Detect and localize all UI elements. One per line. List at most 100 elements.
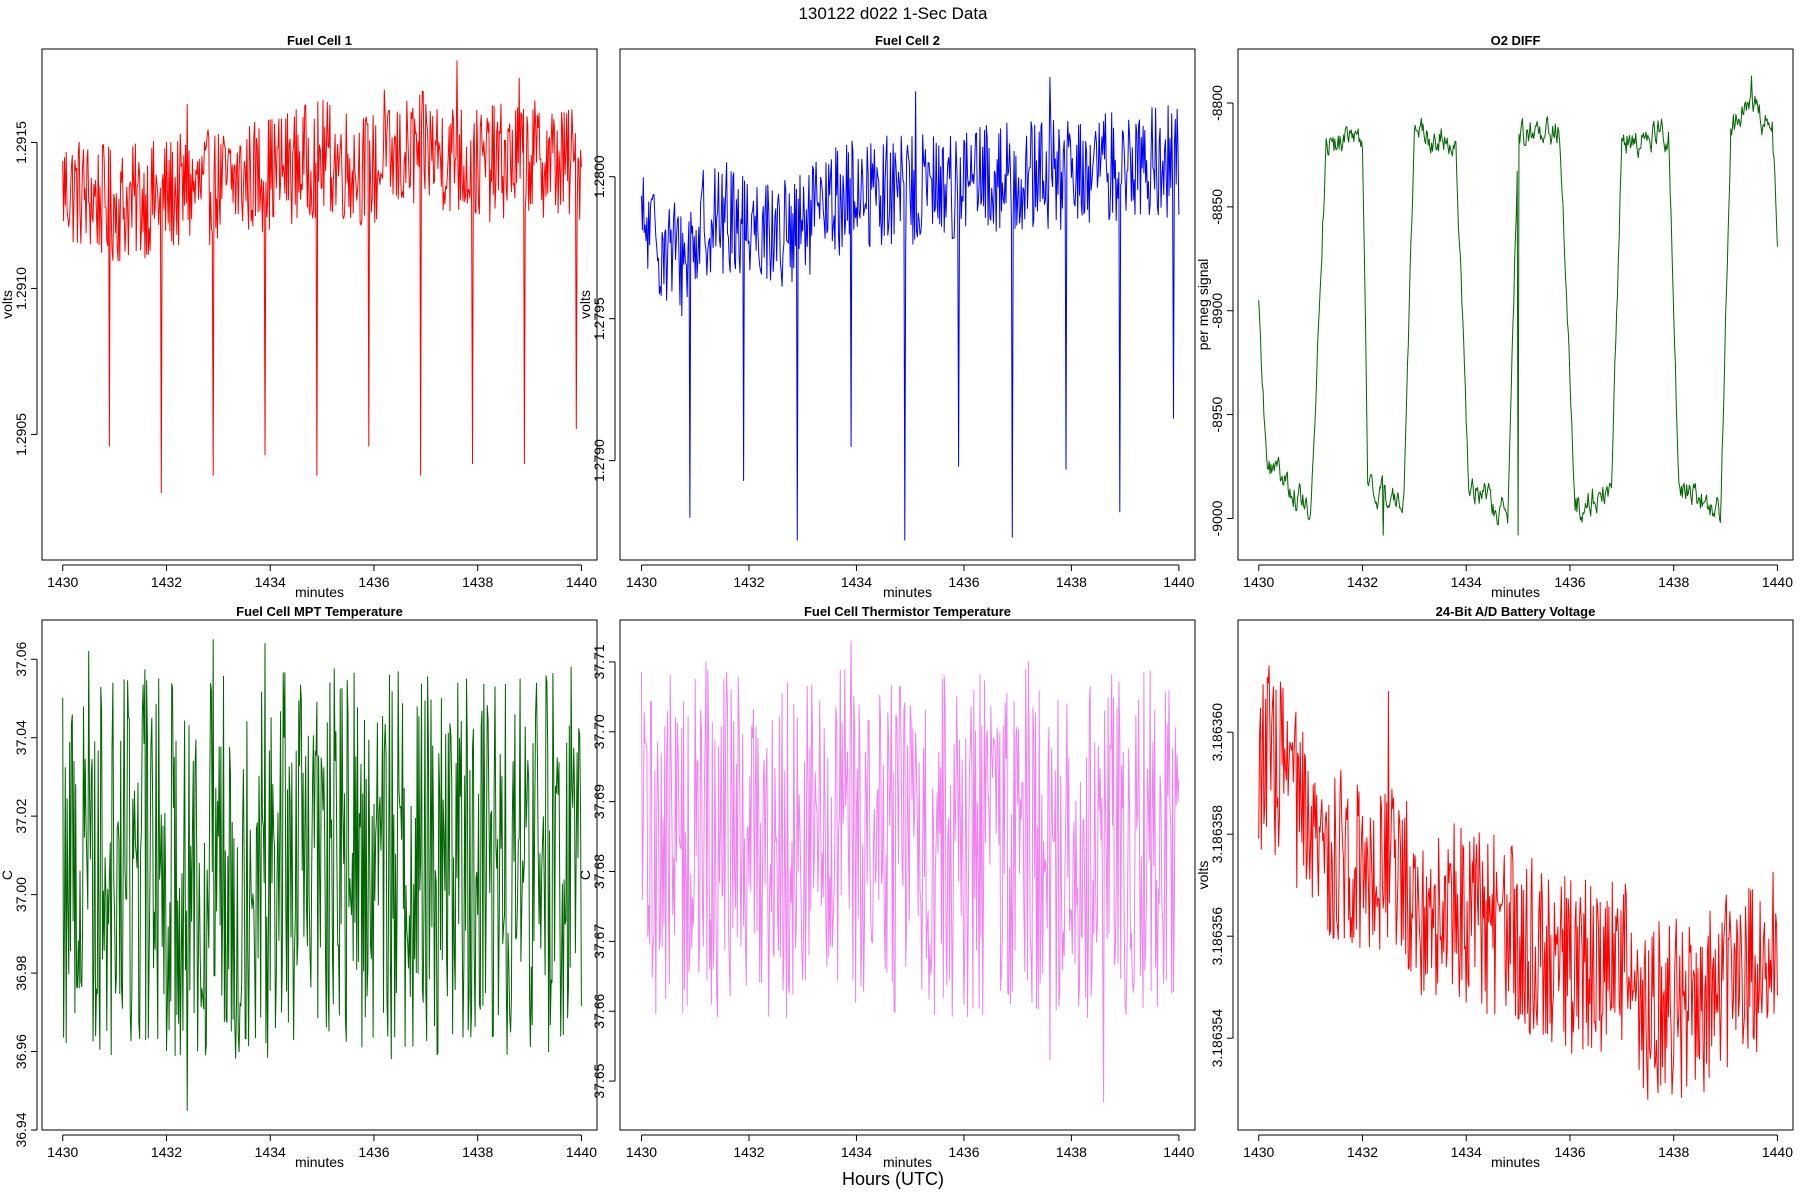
x-tick-label: 1438 — [462, 574, 493, 590]
y-tick-label: 1.2915 — [13, 121, 29, 164]
y-tick-label: 36.96 — [13, 1034, 29, 1069]
y-axis-label: volts — [1195, 861, 1211, 890]
x-axis-label: minutes — [295, 584, 344, 600]
x-tick-label: 1434 — [1451, 574, 1482, 590]
y-tick-label: -8800 — [1209, 85, 1225, 121]
x-tick-label: 1440 — [1762, 1144, 1793, 1160]
x-axis-label: minutes — [883, 584, 932, 600]
x-tick-label: 1438 — [1056, 1144, 1087, 1160]
y-tick-label: -8950 — [1209, 396, 1225, 432]
y-tick-label: -8850 — [1209, 189, 1225, 225]
x-tick-label: 1430 — [1243, 1144, 1274, 1160]
x-tick-label: 1436 — [948, 574, 979, 590]
y-tick-label: 37.71 — [591, 644, 607, 679]
chart-title: Fuel Cell Thermistor Temperature — [804, 604, 1011, 619]
y-axis-label: per meg signal — [1195, 259, 1211, 351]
chart-title: Fuel Cell 2 — [875, 33, 940, 48]
y-tick-label: 36.94 — [13, 1112, 29, 1147]
chart-title: Fuel Cell 1 — [287, 33, 352, 48]
x-tick-label: 1434 — [255, 1144, 286, 1160]
y-tick-label: 3.186358 — [1209, 805, 1225, 864]
y-axis-label: volts — [0, 290, 15, 319]
y-tick-label: 37.67 — [591, 924, 607, 959]
x-tick-label: 1436 — [358, 574, 389, 590]
x-tick-label: 1436 — [1554, 1144, 1585, 1160]
y-axis-label: C — [0, 870, 15, 880]
x-tick-label: 1432 — [733, 1144, 764, 1160]
plot-frame — [41, 48, 598, 561]
x-tick-label: 1430 — [626, 574, 657, 590]
series-line — [62, 639, 582, 1111]
y-axis-label: C — [577, 870, 593, 880]
y-tick-label: 37.02 — [13, 798, 29, 833]
y-tick-label: 1.2790 — [591, 439, 607, 482]
y-tick-label: 1.2910 — [13, 267, 29, 310]
x-tick-label: 1432 — [151, 574, 182, 590]
x-tick-label: 1434 — [1451, 1144, 1482, 1160]
y-tick-label: -8900 — [1209, 293, 1225, 329]
x-tick-label: 1438 — [1056, 574, 1087, 590]
y-tick-label: 3.186360 — [1209, 703, 1225, 762]
y-tick-label: 3.186356 — [1209, 907, 1225, 966]
x-axis-label: minutes — [295, 1154, 344, 1170]
series-line — [62, 60, 582, 494]
x-tick-label: 1440 — [566, 574, 597, 590]
figure-title: 130122 d022 1-Sec Data — [798, 4, 988, 23]
x-tick-label: 1430 — [1243, 574, 1274, 590]
chart-panel-6: 24-Bit A/D Battery Voltage 1430 1432 1434 14… — [1195, 604, 1794, 1170]
y-tick-label: 3.186354 — [1209, 1009, 1225, 1068]
plot-frame — [619, 48, 1196, 561]
x-tick-label: 1440 — [1762, 574, 1793, 590]
x-tick-label: 1436 — [1554, 574, 1585, 590]
x-tick-label: 1430 — [47, 574, 78, 590]
y-tick-label: 36.98 — [13, 955, 29, 990]
series-line — [1258, 665, 1778, 1100]
y-axis-label: volts — [577, 290, 593, 319]
y-tick-label: 37.69 — [591, 784, 607, 819]
x-tick-label: 1438 — [1658, 574, 1689, 590]
plot-frame — [1237, 619, 1794, 1131]
panels: Fuel Cell 1 1430 1432 1434 1436 1438 1440 minut… — [0, 33, 1794, 1170]
y-tick-label: 37.04 — [13, 720, 29, 755]
x-tick-label: 1440 — [1163, 1144, 1194, 1160]
x-tick-label: 1434 — [255, 574, 286, 590]
plot-frame — [619, 619, 1196, 1131]
chart-panel-4: Fuel Cell MPT Temperature 1430 1432 1434 143… — [0, 604, 598, 1170]
chart-panel-2: Fuel Cell 2 1430 1432 1434 1436 1438 1440 minut… — [577, 33, 1196, 600]
x-tick-label: 1436 — [948, 1144, 979, 1160]
x-tick-label: 1430 — [47, 1144, 78, 1160]
series-line — [1258, 75, 1778, 536]
chart-title: 24-Bit A/D Battery Voltage — [1436, 604, 1596, 619]
figure-x-label: Hours (UTC) — [842, 1169, 944, 1189]
y-tick-label: 1.2795 — [591, 297, 607, 340]
plot-frame — [1237, 48, 1794, 561]
x-tick-label: 1436 — [358, 1144, 389, 1160]
x-tick-label: 1434 — [841, 574, 872, 590]
plot-frame — [41, 619, 598, 1131]
x-tick-label: 1438 — [1658, 1144, 1689, 1160]
series-line — [641, 640, 1180, 1103]
chart-panel-3: O2 DIFF 1430 1432 1434 1436 1438 1440 minutes -9… — [1195, 33, 1794, 600]
x-axis-label: minutes — [1491, 1154, 1540, 1170]
series-line — [641, 76, 1180, 541]
y-tick-label: 1.2800 — [591, 155, 607, 198]
x-tick-label: 1440 — [1163, 574, 1194, 590]
x-axis-label: minutes — [1491, 584, 1540, 600]
x-tick-label: 1432 — [151, 1144, 182, 1160]
y-tick-label: 37.00 — [13, 877, 29, 912]
x-tick-label: 1432 — [1347, 574, 1378, 590]
chart-title: Fuel Cell MPT Temperature — [236, 604, 403, 619]
y-tick-label: 1.2905 — [13, 413, 29, 456]
y-tick-label: 37.68 — [591, 854, 607, 889]
y-tick-label: 37.06 — [13, 642, 29, 677]
x-tick-label: 1440 — [566, 1144, 597, 1160]
x-axis-label: minutes — [883, 1154, 932, 1170]
y-tick-label: 37.70 — [591, 714, 607, 749]
x-tick-label: 1432 — [733, 574, 764, 590]
chart-title: O2 DIFF — [1491, 33, 1541, 48]
x-tick-label: 1430 — [626, 1144, 657, 1160]
x-tick-label: 1438 — [462, 1144, 493, 1160]
y-tick-label: 37.66 — [591, 994, 607, 1029]
y-tick-label: -9000 — [1209, 500, 1225, 536]
